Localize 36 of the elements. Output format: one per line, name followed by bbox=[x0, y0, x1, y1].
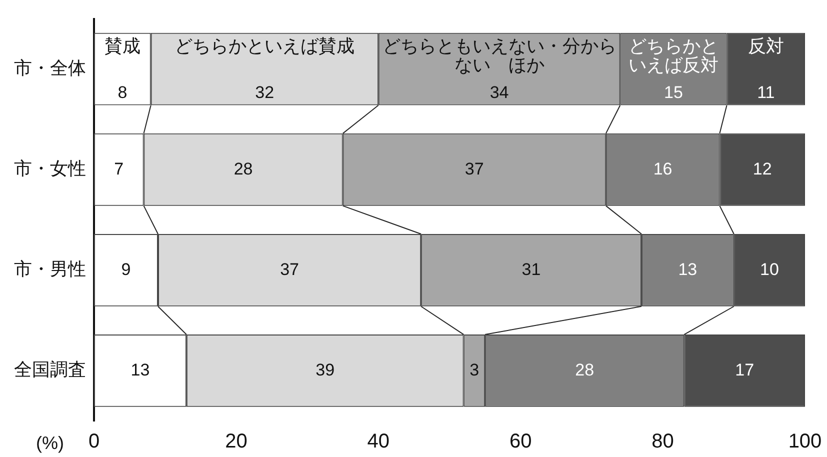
data-label: 12 bbox=[752, 159, 772, 178]
data-label: 8 bbox=[118, 82, 128, 102]
series-label: どちらかといえば反対 bbox=[628, 36, 718, 75]
x-tick-label: 40 bbox=[367, 430, 390, 453]
x-tick-label: 100 bbox=[788, 430, 822, 453]
y-tick-label: 全国調査 bbox=[14, 360, 86, 380]
data-label: 37 bbox=[464, 159, 484, 178]
data-label: 11 bbox=[757, 82, 775, 102]
data-label: 34 bbox=[490, 82, 509, 102]
series-label: どちらかといえば賛成 bbox=[174, 36, 355, 56]
data-label: 17 bbox=[735, 360, 754, 380]
x-tick-label: 20 bbox=[225, 430, 248, 453]
x-tick-label: 80 bbox=[652, 430, 674, 453]
data-label: 13 bbox=[130, 360, 150, 380]
data-label: 3 bbox=[470, 360, 480, 380]
data-label: 28 bbox=[234, 159, 253, 178]
y-tick-label: 市・全体 bbox=[14, 58, 86, 78]
series-label: どちらともいえない・分からない ほか bbox=[382, 36, 616, 75]
series-label: 反対 bbox=[748, 36, 784, 56]
x-tick-label: 60 bbox=[509, 430, 532, 453]
y-tick-label: 市・男性 bbox=[14, 259, 86, 280]
data-label: 9 bbox=[121, 260, 131, 279]
data-label: 7 bbox=[114, 159, 124, 178]
data-label: 39 bbox=[316, 360, 335, 380]
data-label: 15 bbox=[664, 82, 683, 102]
data-label: 31 bbox=[522, 260, 541, 279]
data-label: 16 bbox=[653, 159, 672, 178]
data-label: 10 bbox=[760, 260, 779, 279]
data-label: 37 bbox=[280, 260, 299, 279]
x-axis-title: (%) bbox=[36, 432, 64, 453]
data-label: 32 bbox=[255, 82, 274, 102]
data-label: 28 bbox=[575, 360, 594, 380]
y-tick-label: 市・女性 bbox=[14, 158, 86, 179]
series-label: 賛成 bbox=[104, 36, 140, 56]
data-label: 13 bbox=[678, 260, 698, 279]
x-tick-label: 0 bbox=[88, 430, 100, 453]
